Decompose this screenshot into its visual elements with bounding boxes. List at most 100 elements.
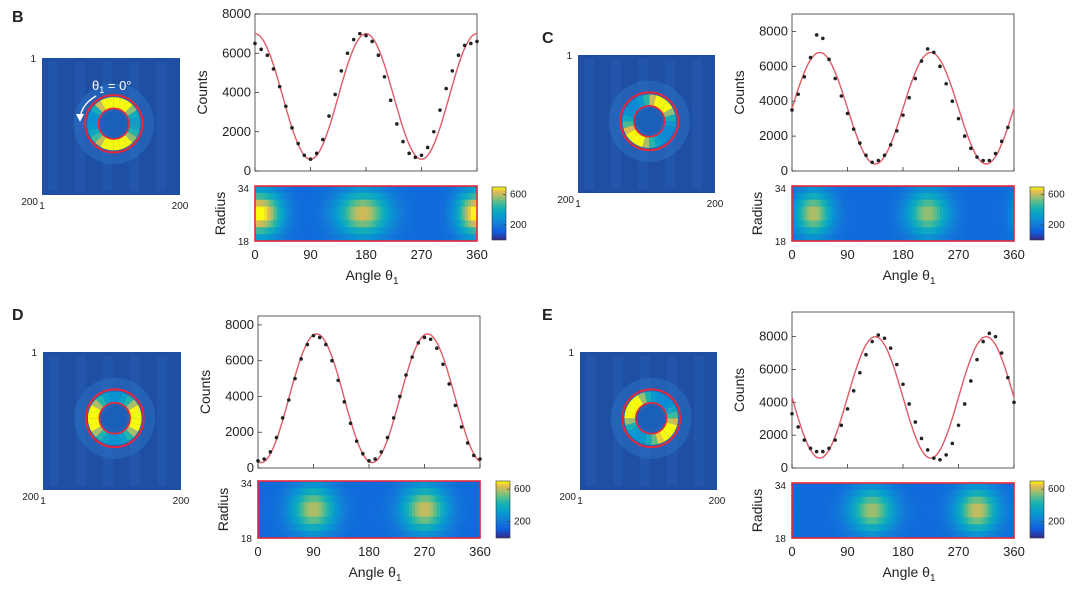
- heatmap-cell: [310, 523, 315, 532]
- heatmap-cell: [325, 199, 330, 208]
- x-tick-label: 90: [306, 544, 320, 559]
- heatmap-cell: [470, 192, 475, 201]
- heatmap-cell: [859, 496, 864, 505]
- x-tick-label: 270: [948, 247, 970, 262]
- heatmap-cell: [1001, 531, 1006, 539]
- heatmap-cell: [995, 227, 1000, 235]
- heatmap-cell: [341, 220, 346, 228]
- heatmap-cell: [304, 523, 308, 532]
- thumb-tick-x-right: 200: [172, 201, 189, 212]
- heatmap-cell: [356, 523, 361, 532]
- heatmap-cell: [986, 524, 990, 532]
- heatmap-cell: [427, 509, 432, 518]
- heatmap-cell: [338, 481, 342, 489]
- heatmap-cell: [341, 502, 345, 511]
- heatmap-cell: [276, 488, 281, 496]
- heatmap-cell: [264, 523, 268, 532]
- heatmap-cell: [927, 213, 932, 221]
- heatmap-cell: [307, 213, 312, 221]
- heatmap-cell: [452, 481, 456, 489]
- heatmap-cell: [973, 186, 978, 194]
- heatmap-cell: [276, 199, 281, 208]
- heatmap-cell: [350, 481, 355, 489]
- heatmap-cell: [288, 234, 293, 242]
- heatmap-cell: [464, 516, 469, 525]
- x-tick-label: 270: [948, 544, 970, 559]
- heatmap-cell: [822, 531, 827, 539]
- data-point: [398, 394, 402, 399]
- y-tick-label: 8000: [222, 6, 251, 21]
- heatmap-cell: [378, 199, 383, 208]
- heatmap-cell: [381, 192, 386, 201]
- heatmap-cell: [936, 220, 941, 228]
- heatmap-cell: [399, 516, 404, 525]
- ring-center: [637, 109, 662, 134]
- heatmap-cell: [961, 186, 966, 194]
- x-axis-label-sub: 1: [930, 573, 936, 584]
- data-point: [358, 31, 362, 36]
- heatmap-cell: [992, 227, 997, 235]
- heatmap-cell: [288, 220, 293, 228]
- heatmap-cell: [402, 516, 407, 525]
- heatmap-cell: [316, 186, 321, 194]
- data-point: [814, 449, 819, 454]
- heatmap-cell: [896, 503, 901, 512]
- heatmap-cell: [872, 213, 876, 221]
- heatmap-cell: [1010, 503, 1015, 512]
- heatmap-cell: [440, 227, 444, 235]
- heatmap-cell: [915, 531, 920, 539]
- heatmap-cell: [983, 483, 987, 491]
- heatmap-cell: [943, 234, 947, 242]
- heatmap-cell: [285, 502, 290, 511]
- heatmap-cell: [801, 531, 805, 539]
- heatmap-cell: [458, 488, 463, 496]
- heatmap-cell: [304, 199, 309, 208]
- heatmap-cell: [427, 199, 432, 208]
- heatmap-cell: [255, 192, 259, 201]
- heatmap-cell: [261, 516, 265, 525]
- heatmap-cell: [452, 220, 457, 228]
- heatmap-cell: [375, 530, 379, 539]
- heatmap-cell: [961, 524, 966, 532]
- heatmap-cell: [835, 206, 839, 215]
- heatmap-cell: [835, 510, 839, 518]
- heatmap-cell: [362, 502, 367, 511]
- heatmap-cell: [893, 213, 898, 221]
- heatmap-cell: [436, 186, 441, 194]
- heatmap-cell: [347, 199, 352, 208]
- heatmap-cell: [298, 488, 302, 496]
- heatmap-cell: [365, 495, 370, 503]
- heatmap-cell: [375, 206, 379, 215]
- heatmap-cell: [909, 199, 913, 208]
- heatmap-cell: [322, 523, 327, 532]
- heatmap-cell: [436, 502, 441, 511]
- heatmap-cell: [933, 199, 938, 208]
- heatmap-cell: [279, 516, 284, 525]
- y-tick-label: 8000: [759, 329, 788, 344]
- heatmap-cell: [816, 503, 821, 512]
- heatmap-cell: [316, 206, 321, 215]
- data-point: [274, 435, 279, 440]
- heatmap-cell: [943, 192, 947, 201]
- heatmap-cell: [412, 199, 416, 208]
- heatmap-cell: [970, 524, 975, 532]
- ring-segment: [101, 431, 112, 445]
- heatmap-cell: [464, 530, 469, 539]
- data-point: [851, 389, 856, 393]
- heatmap-cell: [1010, 227, 1015, 235]
- data-point: [428, 337, 433, 342]
- heatmap-cell: [344, 199, 349, 208]
- heatmap-cell: [288, 509, 293, 518]
- heatmap-cell: [970, 517, 975, 525]
- heatmap-cell: [943, 199, 947, 208]
- heatmap-cell: [264, 481, 268, 489]
- heatmap-cell: [977, 503, 981, 512]
- heatmap-cell: [936, 199, 941, 208]
- heatmap-cell: [476, 488, 481, 496]
- heatmap-cell: [862, 220, 867, 228]
- heatmap-cell: [955, 220, 960, 228]
- heatmap-cell: [844, 234, 849, 242]
- ring-segment: [627, 425, 641, 438]
- heatmap-cell: [887, 517, 892, 525]
- heatmap-cell: [439, 509, 444, 518]
